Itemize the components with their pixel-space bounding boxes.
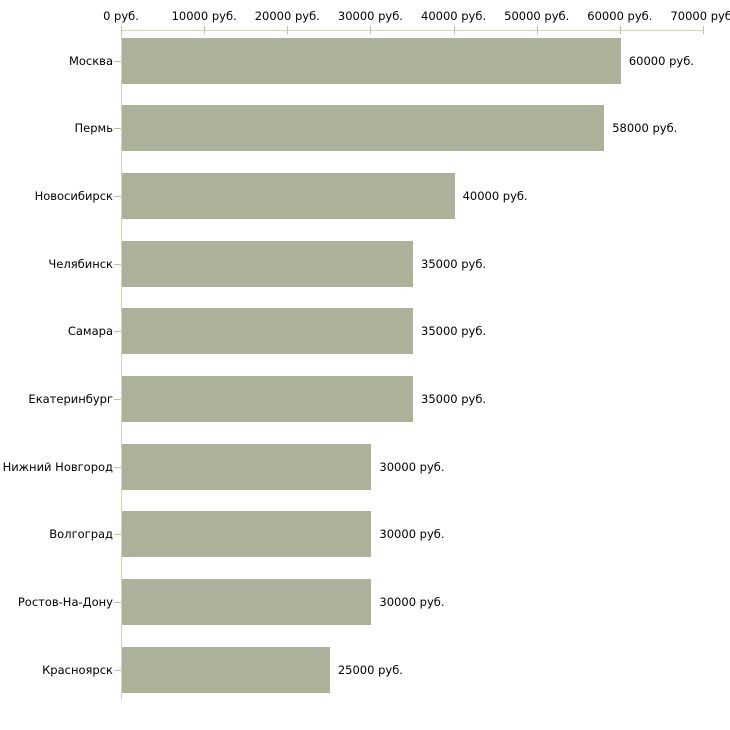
category-tick (114, 331, 121, 332)
bar-value-label: 60000 руб. (628, 53, 694, 68)
category-label: Волгоград (49, 527, 113, 542)
bar-value-label: 35000 руб. (421, 256, 487, 271)
bar-5 (122, 308, 413, 355)
category-label: Пермь (74, 121, 113, 136)
x-tick-mark (287, 26, 289, 34)
bar-value-label: 35000 руб. (421, 392, 487, 406)
x-tick-mark (619, 26, 621, 34)
x-tick-label: 50000 руб. (504, 9, 570, 23)
category-tick (114, 670, 121, 671)
bar-6 (122, 376, 413, 422)
category-tick (114, 264, 121, 265)
category-label: Екатеринбург (28, 392, 113, 406)
category-label: Челябинск (48, 256, 113, 271)
y-axis-line (121, 30, 122, 700)
x-axis-line (121, 30, 704, 31)
category-tick (114, 196, 121, 197)
category-label: Ростов-На-Дону (17, 595, 113, 610)
bar-4 (122, 240, 413, 287)
bar-value-label: 25000 руб. (337, 662, 403, 677)
bar-value-label: 30000 руб. (379, 459, 445, 474)
category-tick (114, 467, 121, 468)
category-label: Самара (67, 324, 113, 339)
bar-2 (122, 105, 605, 152)
bar-value-label: 35000 руб. (421, 324, 487, 339)
x-tick-mark (121, 26, 122, 34)
bar-8 (122, 511, 372, 558)
category-label: Красноярск (42, 662, 113, 677)
bar-7 (122, 443, 372, 490)
x-tick-label: 20000 руб. (254, 9, 320, 23)
x-tick-label: 70000 руб. (670, 9, 730, 23)
bar-value-label: 30000 руб. (379, 595, 445, 610)
category-tick (114, 602, 121, 603)
bar-10 (122, 646, 330, 693)
category-label: Нижний Новгород (2, 459, 113, 474)
bar-3 (122, 172, 455, 219)
category-tick (114, 399, 121, 400)
x-tick-label: 30000 руб. (337, 9, 403, 23)
x-tick-label: 40000 руб. (421, 9, 487, 23)
x-tick-label: 60000 руб. (587, 9, 653, 23)
x-tick-mark (204, 26, 206, 34)
bar-value-label: 30000 руб. (379, 527, 445, 542)
bar-1 (122, 37, 621, 84)
category-tick (114, 534, 121, 535)
x-tick-mark (370, 26, 372, 34)
category-label: Новосибирск (34, 188, 113, 203)
bar-9 (122, 579, 372, 626)
x-tick-label: 10000 руб. (171, 9, 237, 23)
category-label: Москва (68, 53, 113, 68)
x-tick-label: 0 руб. (103, 9, 139, 23)
bar-value-label: 40000 руб. (462, 188, 528, 203)
bar-value-label: 58000 руб. (612, 121, 678, 136)
category-tick (114, 128, 121, 129)
x-tick-mark (536, 26, 538, 34)
category-tick (114, 61, 121, 62)
x-tick-mark (453, 26, 455, 34)
x-tick-mark (703, 26, 704, 34)
